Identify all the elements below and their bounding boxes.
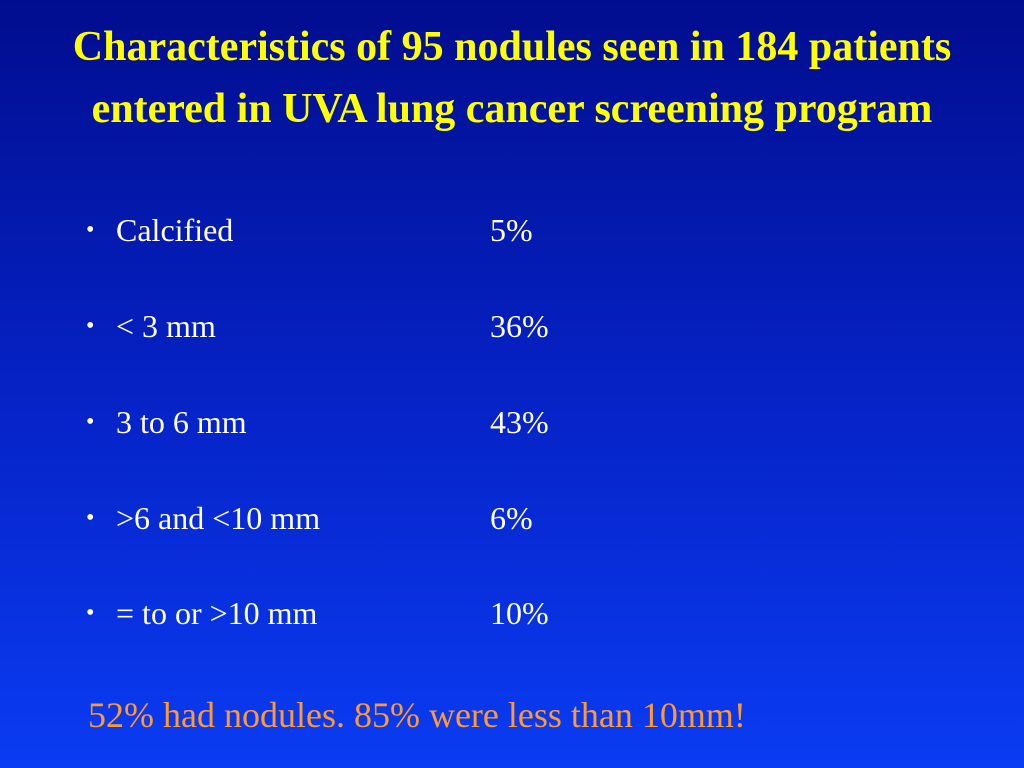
item-label: < 3 mm [116,308,216,344]
item-label: 3 to 6 mm [116,404,247,440]
item-value: 6% [490,500,533,536]
bullet-icon: • [86,217,95,243]
item-value: 10% [490,595,549,631]
item-label: >6 and <10 mm [116,500,321,536]
slide-title: Characteristics of 95 nodules seen in 18… [72,24,952,132]
item-value: 36% [490,308,549,344]
item-label: = to or >10 mm [116,595,318,631]
list-item: • >6 and <10 mm 6% [86,498,786,538]
item-value: 43% [490,404,549,440]
summary-note: 52% had nodules. 85% were less than 10mm… [88,695,746,735]
list-item: • = to or >10 mm 10% [86,593,786,633]
item-value: 5% [490,212,533,248]
bullet-icon: • [86,505,95,531]
list-item: • < 3 mm 36% [86,306,786,346]
bullet-icon: • [86,409,95,435]
item-label: Calcified [116,212,234,248]
list-item: • 3 to 6 mm 43% [86,402,786,442]
bullet-icon: • [86,313,95,339]
list-item: • Calcified 5% [86,210,786,250]
bullet-icon: • [86,600,95,626]
